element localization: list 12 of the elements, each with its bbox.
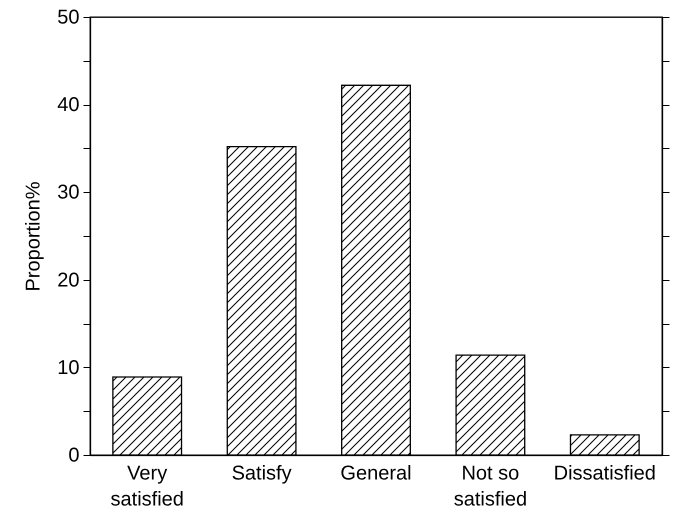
y-tick-label: 50: [57, 6, 80, 28]
y-tick-label: 0: [68, 444, 80, 466]
y-axis-title: Proportion%: [22, 181, 44, 292]
x-tick-label: Satisfy: [232, 462, 292, 484]
y-tick-label: 20: [57, 269, 80, 292]
x-tick-label: General: [340, 462, 412, 484]
y-tick-label: 40: [57, 94, 80, 116]
y-tick-label: 30: [57, 182, 80, 204]
x-tick-label: Dissatisfied: [554, 462, 656, 484]
x-tick-label: Very satisfied: [110, 462, 184, 510]
x-tick-label: Not so satisfied: [454, 462, 528, 510]
y-tick-label: 10: [57, 356, 80, 379]
